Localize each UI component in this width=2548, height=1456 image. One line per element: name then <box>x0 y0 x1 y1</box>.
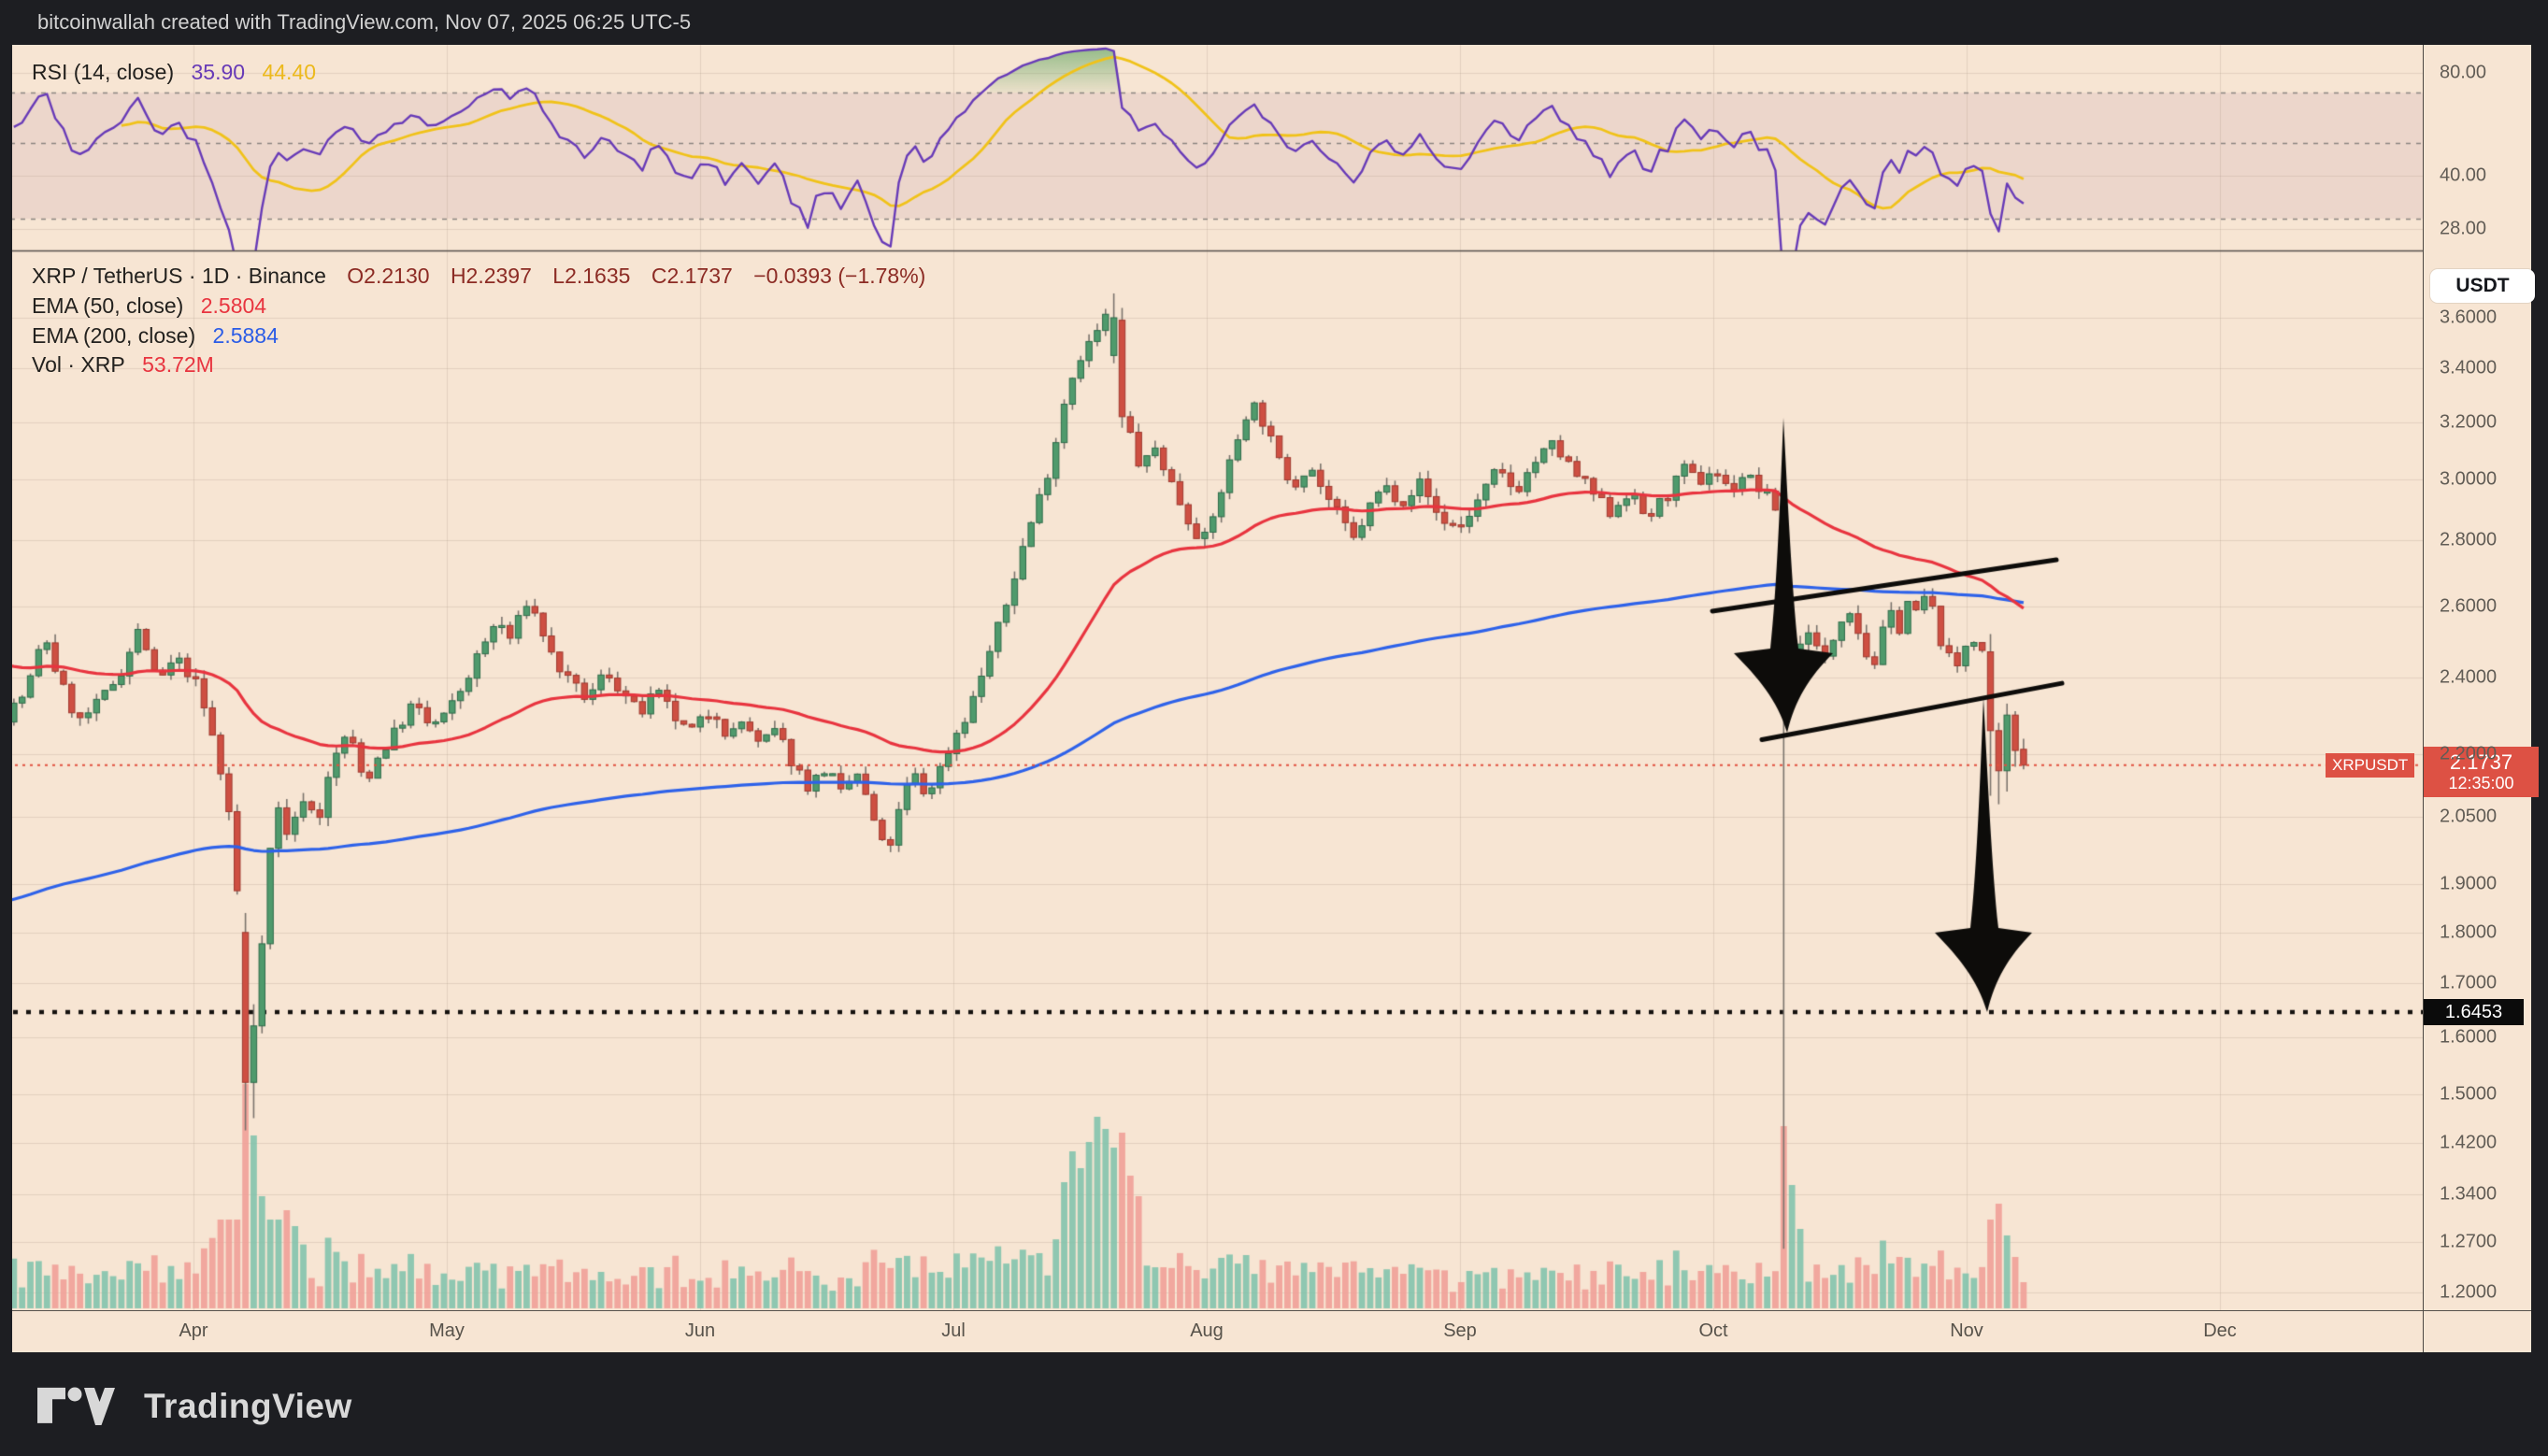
left-margin <box>0 45 12 1355</box>
last-price-tag: 2.1737 12:35:00 <box>2424 747 2539 797</box>
tradingview-logo-icon <box>37 1387 115 1425</box>
price-tick-label: 3.6000 <box>2440 307 2498 328</box>
ohlc-close: C2.1737 <box>651 264 733 288</box>
price-tick-label: 2.2000 <box>2440 743 2498 764</box>
price-tick-label: 1.8000 <box>2440 921 2498 943</box>
footer-bar: TradingView <box>0 1352 2548 1456</box>
ohlc-high: H2.2397 <box>450 264 532 288</box>
ema200-legend[interactable]: EMA (200, close) 2.5884 <box>32 323 279 349</box>
price-tick-label: 2.0500 <box>2440 806 2498 827</box>
axis-corner-divider <box>2423 1310 2424 1352</box>
volume-value: 53.72M <box>142 352 214 377</box>
month-label-jul: Jul <box>941 1320 966 1341</box>
rsi-legend-title: RSI (14, close) <box>32 60 175 84</box>
price-tick-label: 1.3400 <box>2440 1183 2498 1205</box>
watermark-text: bitcoinwallah created with TradingView.c… <box>37 10 692 34</box>
price-level-tag: 1.6453 <box>2424 999 2524 1025</box>
month-label-aug: Aug <box>1190 1320 1224 1341</box>
currency-toggle-button[interactable]: USDT <box>2430 269 2535 303</box>
rsi-tick-label: 80.00 <box>2440 62 2487 83</box>
rsi-value: 35.90 <box>191 60 246 84</box>
time-scale[interactable]: Apr May Jun Jul Aug Sep Oct Nov Dec <box>12 1310 2531 1352</box>
ema200-label: EMA (200, close) <box>32 323 196 348</box>
price-tick-label: 2.6000 <box>2440 595 2498 617</box>
price-tick-label: 1.5000 <box>2440 1083 2498 1105</box>
ema200-value: 2.5884 <box>212 323 279 348</box>
rsi-legend[interactable]: RSI (14, close) 35.90 44.40 <box>32 60 316 85</box>
price-tick-label: 1.6000 <box>2440 1026 2498 1048</box>
symbol-title: XRP / TetherUS · 1D · Binance <box>32 264 326 288</box>
chart-canvas[interactable] <box>0 45 2423 1310</box>
price-tick-label: 1.7000 <box>2440 972 2498 993</box>
ohlc-open: O2.2130 <box>347 264 430 288</box>
price-tick-label: 1.4200 <box>2440 1132 2498 1153</box>
last-price-value: 2.1737 <box>2449 750 2513 774</box>
month-label-sep: Sep <box>1443 1320 1477 1341</box>
watermark-bar: bitcoinwallah created with TradingView.c… <box>0 0 2548 45</box>
tradingview-logo-text: TradingView <box>144 1387 352 1425</box>
ohlc-change: −0.0393 (−1.78%) <box>753 264 926 288</box>
right-margin <box>2531 45 2548 1352</box>
price-tick-label: 1.2700 <box>2440 1231 2498 1252</box>
price-tick-label: 1.2000 <box>2440 1281 2498 1303</box>
month-label-nov: Nov <box>1950 1320 1983 1341</box>
volume-legend[interactable]: Vol · XRP 53.72M <box>32 352 214 378</box>
rsi-tick-label: 40.00 <box>2440 164 2487 186</box>
ema50-value: 2.5804 <box>200 293 267 318</box>
ohlc-low: L2.1635 <box>552 264 631 288</box>
volume-label: Vol · XRP <box>32 352 125 377</box>
price-tick-label: 3.4000 <box>2440 357 2498 378</box>
tradingview-logo[interactable]: TradingView <box>37 1386 352 1427</box>
symbol-legend[interactable]: XRP / TetherUS · 1D · Binance O2.2130 H2… <box>32 264 925 289</box>
ema50-legend[interactable]: EMA (50, close) 2.5804 <box>32 293 266 319</box>
rsi-tick-label: 28.00 <box>2440 218 2487 239</box>
price-tick-label: 3.2000 <box>2440 411 2498 433</box>
ema50-label: EMA (50, close) <box>32 293 184 318</box>
month-label-dec: Dec <box>2203 1320 2237 1341</box>
month-label-apr: Apr <box>179 1320 208 1341</box>
price-tick-label: 1.9000 <box>2440 873 2498 894</box>
rsi-ma-value: 44.40 <box>262 60 317 84</box>
month-label-jun: Jun <box>684 1320 716 1341</box>
price-tick-label: 2.8000 <box>2440 529 2498 550</box>
price-tick-label: 2.4000 <box>2440 666 2498 688</box>
month-label-oct: Oct <box>1698 1320 1728 1341</box>
price-tick-label: 3.0000 <box>2440 468 2498 490</box>
price-scale[interactable] <box>2423 45 2531 1310</box>
symbol-price-tag: XRPUSDT <box>2326 753 2415 778</box>
month-label-may: May <box>429 1320 465 1341</box>
bar-countdown: 12:35:00 <box>2448 774 2514 793</box>
